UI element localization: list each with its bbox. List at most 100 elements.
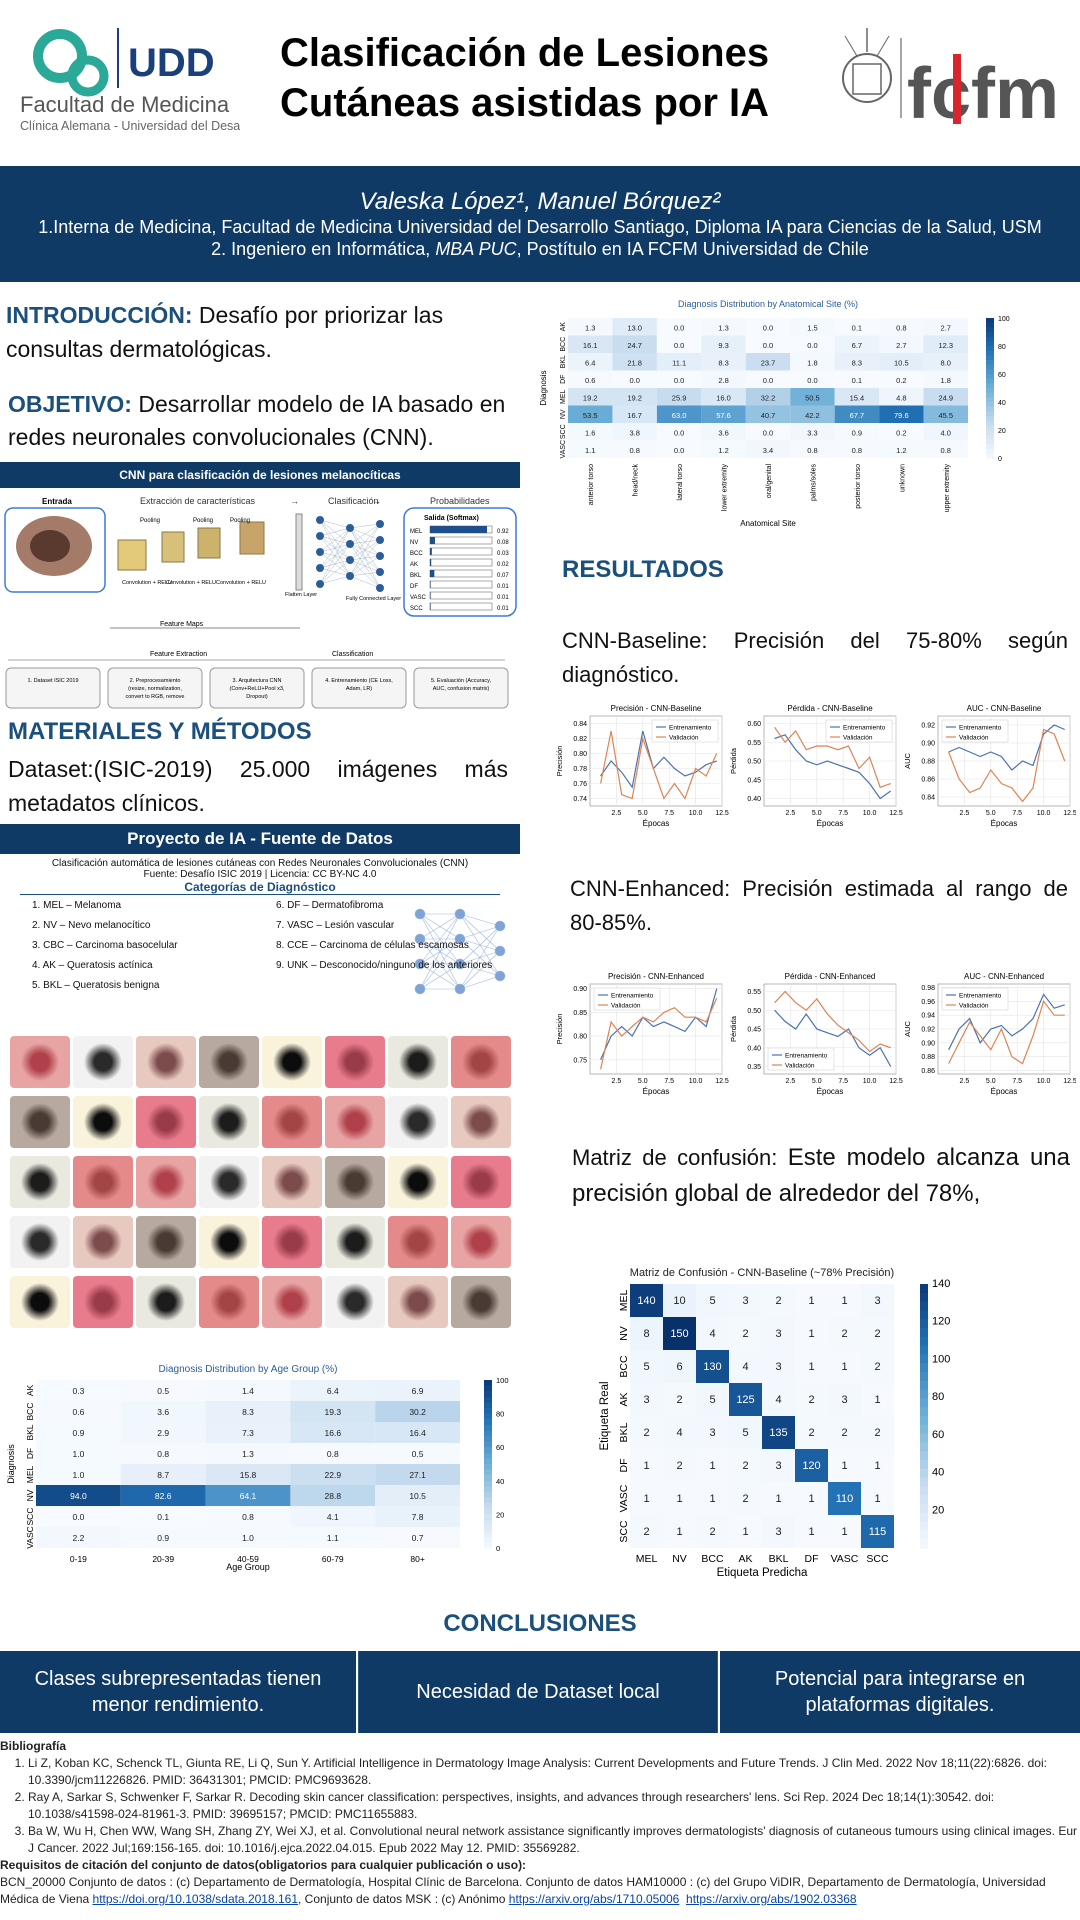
chart-title: Precisión - CNN-Enhanced xyxy=(608,972,704,981)
cell-value: 2 xyxy=(841,1328,847,1340)
softmax-value: 0.07 xyxy=(497,573,509,579)
x-tick-label: 10.0 xyxy=(1037,1078,1051,1085)
x-tick-label: 10.0 xyxy=(863,1078,877,1085)
legend-label: Validación xyxy=(959,1003,989,1010)
x-tick-label: 2.5 xyxy=(960,1078,970,1085)
cell-value: 2 xyxy=(742,1460,748,1472)
colorbar-tick: 0 xyxy=(998,456,1002,463)
heatmap-cell xyxy=(701,318,746,336)
proyecto-line2: Fuente: Desafío ISIC 2019 | Licencia: CC… xyxy=(143,869,377,880)
cell-value: 2 xyxy=(676,1394,682,1406)
cell-value: 3 xyxy=(841,1394,847,1406)
cell-value: 1 xyxy=(808,1295,814,1307)
dataset-link-1[interactable]: https://doi.org/10.1038/sdata.2018.161 xyxy=(92,1892,299,1906)
cell-value: 1 xyxy=(709,1493,715,1505)
cell-value: 19.2 xyxy=(583,393,598,402)
heatmap-cell xyxy=(701,440,746,458)
y-tick-label: NV xyxy=(25,1489,35,1501)
fc-layer-nodes xyxy=(316,516,384,592)
heatmap-cell xyxy=(861,1449,894,1482)
cell-value: 30.2 xyxy=(409,1407,426,1417)
nn-node xyxy=(376,552,384,560)
heatmap-cell xyxy=(290,1443,376,1464)
softmax-value: 0.01 xyxy=(497,595,509,601)
y-tick-label: BKL xyxy=(560,355,567,368)
category-item: 3. CBC – Carcinoma basocelular xyxy=(32,940,178,951)
legend-label: Entrenamiento xyxy=(959,993,1002,1000)
y-tick-label: DF xyxy=(25,1448,35,1459)
x-tick-label: 5.0 xyxy=(986,1078,996,1085)
softmax-label: AK xyxy=(410,562,418,568)
cell-value: 19.2 xyxy=(627,393,642,402)
lesion-thumbnail xyxy=(325,1096,385,1148)
cell-value: 82.6 xyxy=(155,1491,172,1501)
cell-value: 0.5 xyxy=(412,1449,424,1459)
reference-item: Ray A, Sarkar S, Schwenker F, Sarkar R. … xyxy=(28,1789,1080,1823)
baseline-training-charts: Precisión - CNN-Baseline 0.74 0.76 0.78 0.80… xyxy=(556,704,1076,828)
heatmap-cell xyxy=(568,440,613,458)
cell-value: 10.5 xyxy=(409,1491,426,1501)
cell-value: 3.6 xyxy=(157,1407,169,1417)
proyecto-banner: Proyecto de IA - Fuente de Datos xyxy=(0,824,520,854)
heatmap-cell xyxy=(729,1284,762,1317)
lesion-thumbnail xyxy=(10,1276,70,1328)
softmax-value: 0.08 xyxy=(497,540,509,546)
lesion-thumbnail xyxy=(451,1216,511,1268)
cell-value: 1 xyxy=(808,1493,814,1505)
cell-value: 4 xyxy=(676,1427,682,1439)
udd-logo-text: UDD xyxy=(128,41,215,85)
cell-value: 0.0 xyxy=(763,376,773,385)
heatmap-cell xyxy=(568,353,613,371)
y-tick-label: 0.90 xyxy=(921,1040,935,1047)
heatmap-cell xyxy=(795,1350,828,1383)
heatmap-cell xyxy=(861,1383,894,1416)
colorbar-tick: 80 xyxy=(496,1410,504,1419)
heatmap-cell xyxy=(834,423,880,441)
cell-value: 0.2 xyxy=(896,376,906,385)
heatmap-cell xyxy=(375,1527,460,1548)
softmax-label: MEL xyxy=(410,529,423,535)
heatmap-cell xyxy=(762,1416,795,1449)
x-tick-label: 2.5 xyxy=(786,1078,796,1085)
heatmap-cell xyxy=(790,405,835,423)
nn-node xyxy=(376,568,384,576)
categories-left: 1. MEL – Melanoma 2. NV – Nevo melanocít… xyxy=(32,896,178,996)
objetivo-text: Desarrollar modelo de IA basado en redes… xyxy=(8,391,506,450)
x-tick-label: BKL xyxy=(769,1553,789,1565)
lesion-thumbnail xyxy=(73,1036,133,1088)
heatmap-cell xyxy=(729,1350,762,1383)
cell-value: 0.9 xyxy=(157,1533,169,1543)
cell-value: 0.0 xyxy=(674,428,684,437)
cell-value: 50.5 xyxy=(805,393,820,402)
y-tick-label: BCC xyxy=(560,337,567,352)
uchile-seal-icon: fcfm xyxy=(842,28,1059,134)
colorbar-tick: 100 xyxy=(998,316,1010,323)
cell-value: 2 xyxy=(874,1361,880,1373)
heatmap-cell xyxy=(663,1449,696,1482)
x-tick-label: 5.0 xyxy=(812,1078,822,1085)
cell-value: 8.3 xyxy=(242,1407,254,1417)
lesion-thumbnail xyxy=(262,1216,322,1268)
softmax-title: Salida (Softmax) xyxy=(424,515,479,522)
cell-value: 8.3 xyxy=(718,358,728,367)
dataset-link-3[interactable]: https://arxiv.org/abs/1902.03368 xyxy=(686,1892,857,1906)
cell-value: 2.2 xyxy=(72,1533,84,1543)
cnn-arrow-1: → xyxy=(290,496,299,506)
heatmap-cell xyxy=(861,1350,894,1383)
dataset-link-2[interactable]: https://arxiv.org/abs/1710.05006 xyxy=(508,1892,680,1906)
poster-title: Clasificación de Lesiones Cutáneas asist… xyxy=(280,28,800,128)
heatmap-cell xyxy=(120,1485,206,1506)
enhanced-text: CNN-Enhanced: Precisión estimada al rang… xyxy=(570,876,1068,935)
heatmap-cell xyxy=(861,1482,894,1515)
cell-value: 23.7 xyxy=(761,358,776,367)
x-tick-label: 10.0 xyxy=(1037,810,1051,817)
cell-value: 24.7 xyxy=(627,341,642,350)
nn-node xyxy=(414,908,426,920)
cell-value: 2 xyxy=(676,1460,682,1472)
cell-value: 3 xyxy=(643,1394,649,1406)
heatmap-cell xyxy=(879,318,924,336)
heatmap-cell xyxy=(834,370,880,388)
y-axis-label: AUC xyxy=(903,753,912,769)
heatmap-cell xyxy=(568,335,613,353)
cell-value: 32.2 xyxy=(761,393,776,402)
